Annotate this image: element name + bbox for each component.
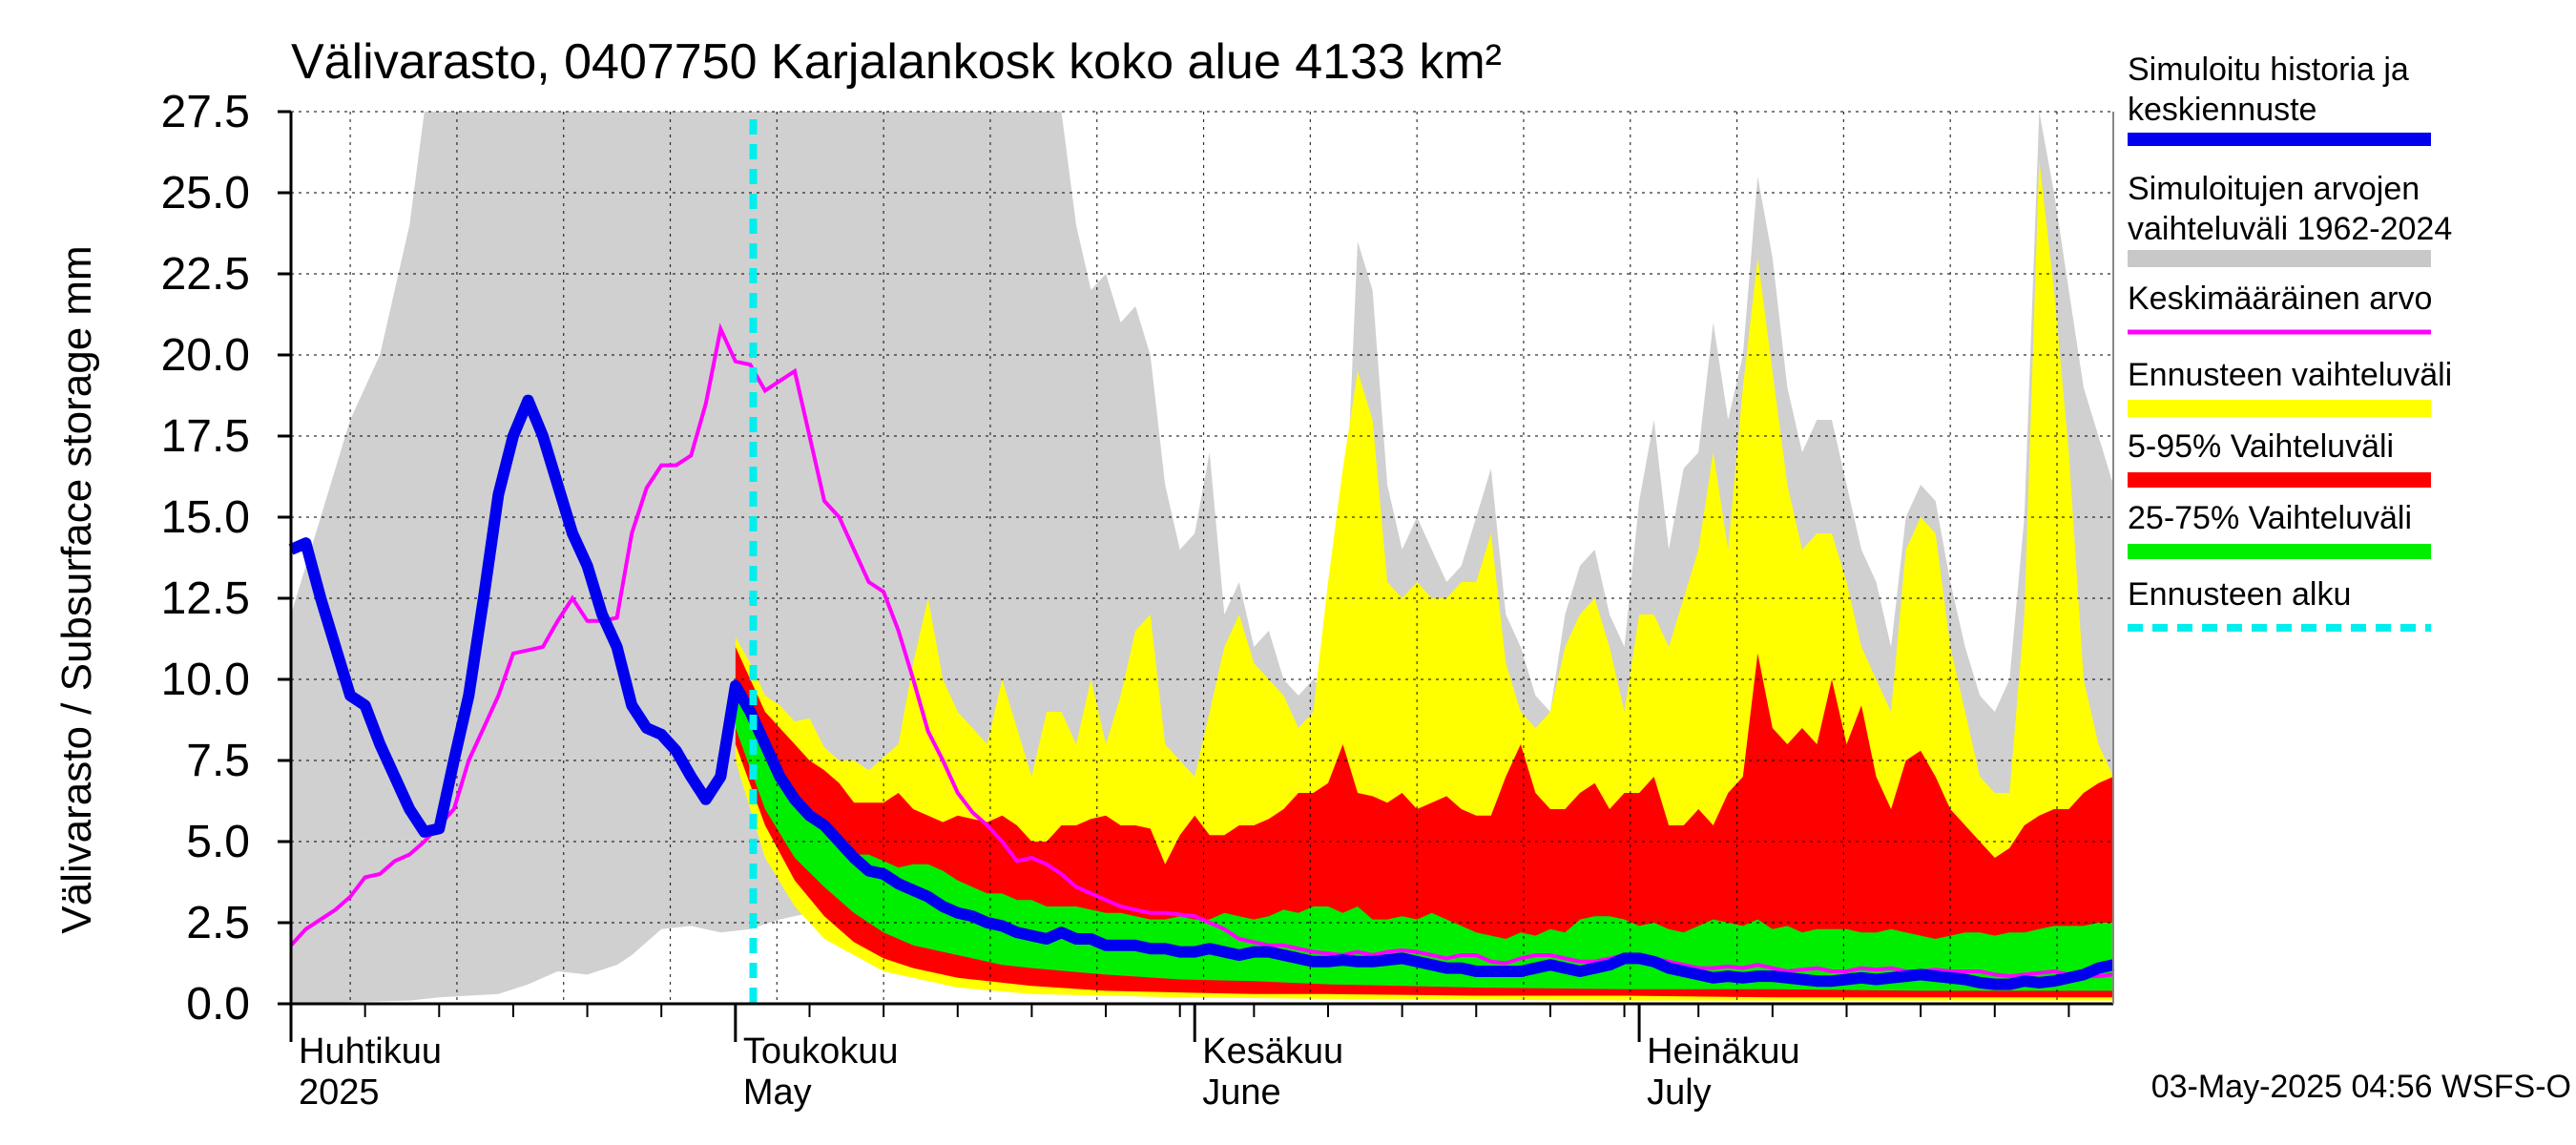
legend-label-ens: Ennusteen vaihteluväli bbox=[2128, 357, 2452, 393]
legend: Simuloitu historia ja keskiennuste Simuloi… bbox=[2128, 52, 2452, 632]
chart-title: Välivarasto, 0407750 Karjalankosk koko a… bbox=[291, 34, 1502, 90]
legend-label-p2575: 25-75% Vaihteluväli bbox=[2128, 500, 2412, 536]
month-label-line2: July bbox=[1647, 1072, 1712, 1113]
series-p2575-range bbox=[735, 679, 2113, 991]
series-median-line bbox=[288, 394, 2115, 990]
series-mean-line bbox=[289, 323, 2114, 979]
legend-label2-range: vaihteluväli 1962-2024 bbox=[2128, 211, 2452, 247]
footer-timestamp: 03-May-2025 04:56 WSFS-O bbox=[2151, 1069, 2571, 1105]
grid bbox=[291, 111, 2113, 1005]
month-label-line1: Huhtikuu bbox=[299, 1031, 442, 1072]
x-ticks bbox=[289, 1004, 2070, 1042]
y-tick-label: 20.0 bbox=[161, 330, 250, 381]
y-tick-label: 22.5 bbox=[161, 249, 250, 300]
y-tick-label: 17.5 bbox=[161, 411, 250, 462]
y-axis-label: Välivarasto / Subsurface storage mm bbox=[53, 245, 100, 933]
month-label-line2: 2025 bbox=[299, 1072, 380, 1113]
y-tick-label: 5.0 bbox=[186, 817, 250, 867]
y-tick-label: 12.5 bbox=[161, 573, 250, 624]
y-ticks: 0.0 2.5 5.0 7.5 10.0 12.5 15.0 17.5 20.0 22.5 25.0… bbox=[161, 87, 291, 1030]
y-tick-label: 27.5 bbox=[161, 87, 250, 137]
month-label-line1: Heinäkuu bbox=[1647, 1031, 1800, 1072]
month-label-line2: June bbox=[1202, 1072, 1280, 1113]
plot-area bbox=[288, 111, 2115, 1005]
y-tick-label: 7.5 bbox=[186, 736, 250, 786]
legend-label-range: Simuloitujen arvojen bbox=[2128, 171, 2420, 207]
y-tick-label: 25.0 bbox=[161, 168, 250, 219]
month-label-line2: May bbox=[743, 1072, 812, 1113]
y-tick-label: 15.0 bbox=[161, 492, 250, 543]
y-tick-label: 10.0 bbox=[161, 655, 250, 705]
legend-label2-hist: keskiennuste bbox=[2128, 92, 2316, 128]
legend-label-hist: Simuloitu historia ja bbox=[2128, 52, 2409, 88]
month-label-line1: Toukokuu bbox=[743, 1031, 899, 1072]
legend-label-mean: Keskimääräinen arvo bbox=[2128, 281, 2432, 317]
axes-frame bbox=[289, 112, 2114, 1006]
y-tick-label: 2.5 bbox=[186, 898, 250, 948]
y-tick-label: 0.0 bbox=[186, 979, 250, 1030]
legend-label-fstart: Ennusteen alku bbox=[2128, 576, 2351, 613]
month-label-line1: Kesäkuu bbox=[1202, 1031, 1343, 1072]
legend-label-p595: 5-95% Vaihteluväli bbox=[2128, 428, 2394, 465]
